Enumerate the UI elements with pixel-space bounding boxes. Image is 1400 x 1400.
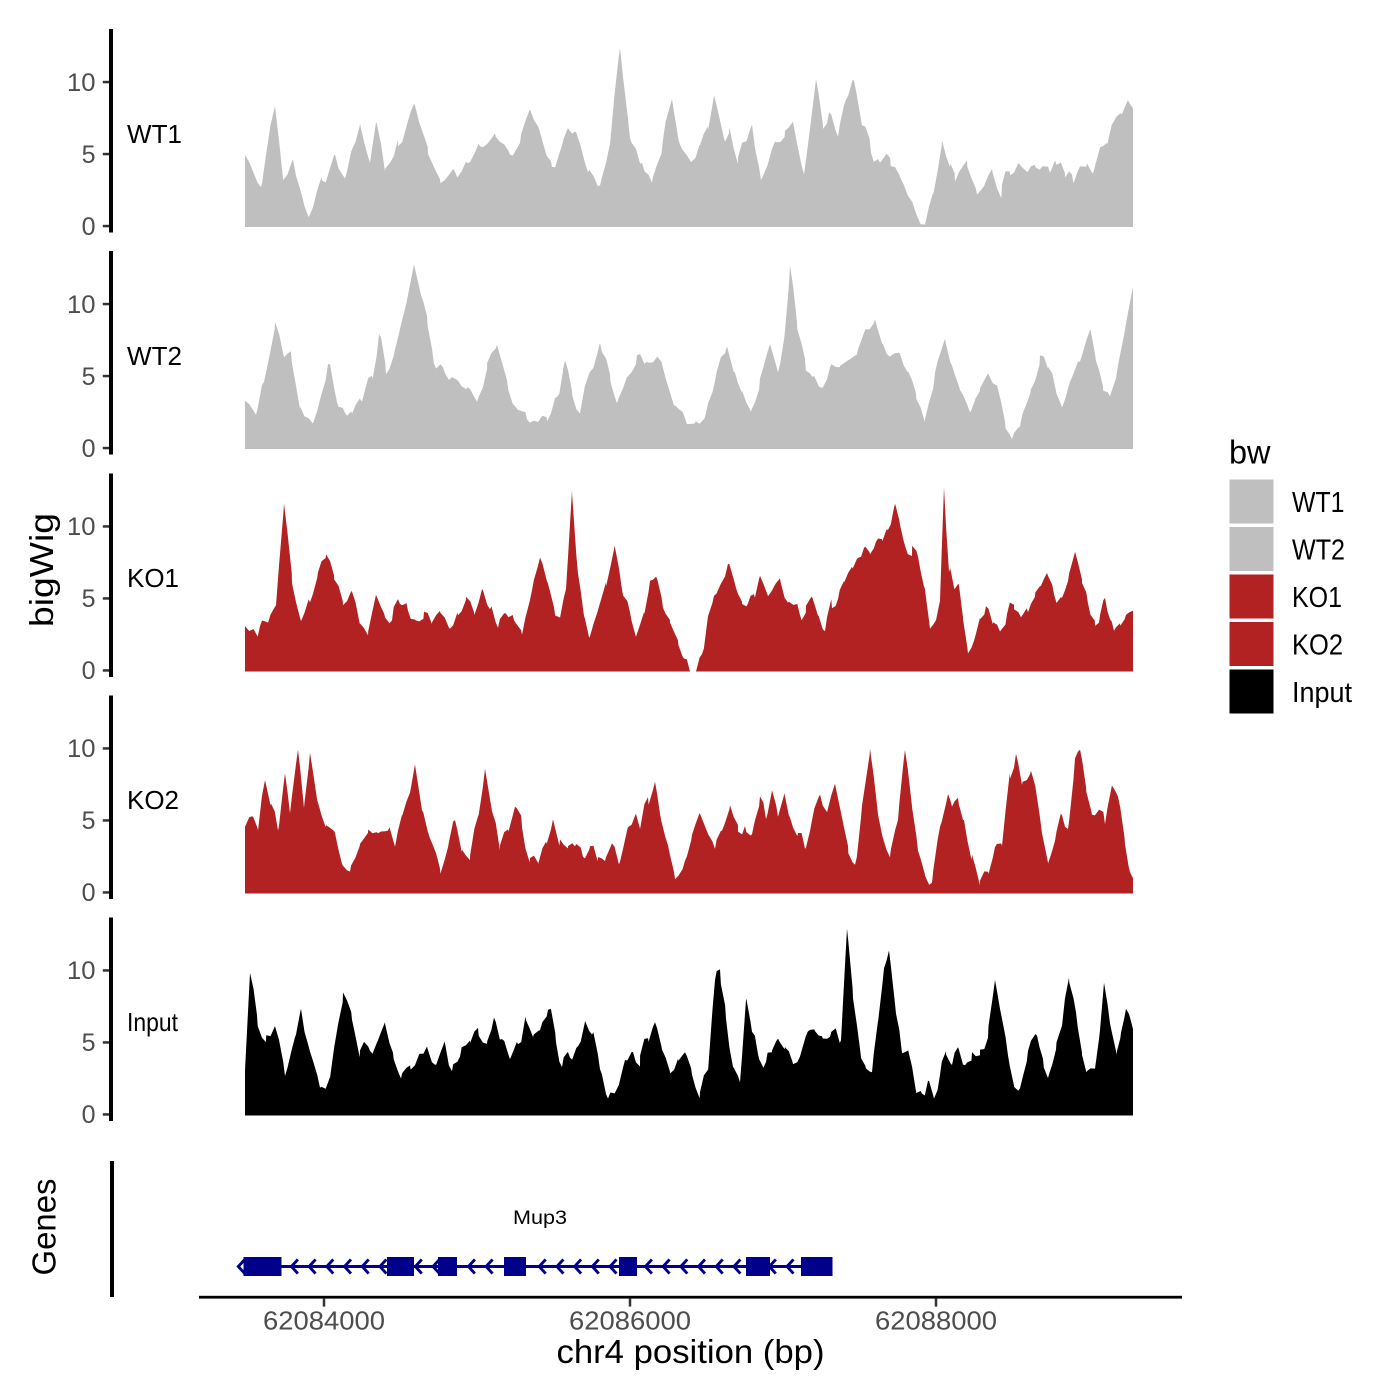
- svg-text:bigWig: bigWig: [23, 513, 60, 627]
- svg-text:chr4 position (bp): chr4 position (bp): [557, 1333, 825, 1370]
- svg-text:62084000: 62084000: [263, 1308, 385, 1336]
- svg-text:10: 10: [67, 69, 96, 97]
- svg-text:62088000: 62088000: [875, 1308, 997, 1336]
- svg-text:Input: Input: [127, 1007, 179, 1037]
- svg-text:Mup3: Mup3: [513, 1207, 567, 1229]
- svg-text:Genes: Genes: [26, 1179, 63, 1276]
- svg-text:WT1: WT1: [127, 119, 182, 149]
- svg-text:5: 5: [82, 585, 96, 613]
- svg-text:10: 10: [67, 957, 96, 985]
- svg-text:5: 5: [82, 1029, 96, 1057]
- svg-text:WT2: WT2: [1292, 535, 1345, 567]
- svg-text:0: 0: [82, 657, 96, 685]
- svg-text:0: 0: [82, 1101, 96, 1129]
- svg-text:5: 5: [82, 363, 96, 391]
- svg-text:0: 0: [82, 879, 96, 907]
- svg-text:KO2: KO2: [127, 785, 179, 815]
- svg-text:10: 10: [67, 513, 96, 541]
- svg-text:WT1: WT1: [1292, 487, 1345, 519]
- svg-text:KO1: KO1: [127, 563, 179, 593]
- svg-text:62086000: 62086000: [569, 1308, 691, 1336]
- svg-text:KO1: KO1: [1292, 582, 1342, 614]
- svg-text:5: 5: [82, 807, 96, 835]
- svg-text:10: 10: [67, 291, 96, 319]
- svg-text:WT2: WT2: [127, 341, 182, 371]
- svg-text:Input: Input: [1292, 677, 1352, 709]
- svg-text:10: 10: [67, 735, 96, 763]
- svg-text:0: 0: [82, 435, 96, 463]
- svg-text:bw: bw: [1229, 434, 1271, 471]
- svg-text:5: 5: [82, 141, 96, 169]
- svg-text:0: 0: [82, 213, 96, 241]
- svg-text:KO2: KO2: [1292, 630, 1343, 662]
